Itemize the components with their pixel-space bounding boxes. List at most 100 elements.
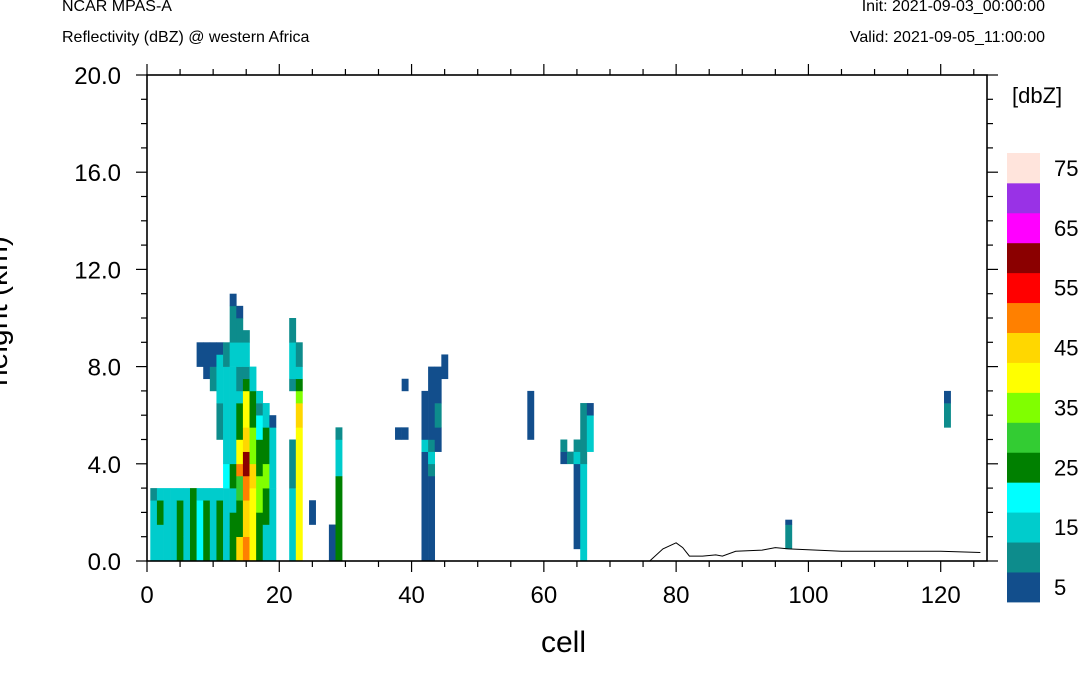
reflectivity-cell [295, 366, 303, 380]
reflectivity-cell [428, 451, 436, 465]
reflectivity-cell [256, 475, 264, 513]
x-tick-label: 40 [398, 582, 425, 609]
reflectivity-cell [223, 366, 230, 428]
reflectivity-cell [242, 451, 250, 477]
reflectivity-cell [150, 500, 158, 562]
reflectivity-cell [580, 463, 588, 550]
reflectivity-cell [236, 305, 244, 319]
reflectivity-cell [203, 488, 211, 501]
colorbar-swatch [1007, 452, 1040, 483]
reflectivity-cell [944, 390, 951, 404]
reflectivity-cell [944, 403, 951, 428]
x-tick-label: 80 [663, 582, 690, 609]
reflectivity-cell [236, 500, 244, 537]
colorbar-swatch [1007, 153, 1040, 184]
reflectivity-cell [236, 366, 244, 392]
reflectivity-cell [156, 524, 164, 562]
reflectivity-cell [560, 439, 568, 452]
colorbar-swatch [1007, 212, 1040, 244]
colorbar-swatch [1007, 572, 1040, 603]
reflectivity-cell [262, 524, 270, 562]
colorbar-swatch [1007, 242, 1040, 274]
reflectivity-cell [335, 439, 343, 477]
reflectivity-cell [335, 427, 343, 440]
reflectivity-cell [567, 451, 574, 465]
terrain-polyline [147, 542, 981, 562]
reflectivity-cell [196, 342, 204, 367]
reflectivity-cell [242, 342, 250, 367]
colorbar-label: 65 [1054, 216, 1078, 241]
colorbar-label: 55 [1054, 276, 1078, 301]
reflectivity-cell [269, 415, 277, 428]
reflectivity-cell [236, 403, 244, 440]
reflectivity-cell [256, 403, 264, 416]
reflectivity-cell [216, 488, 224, 501]
reflectivity-cell [223, 427, 230, 465]
reflectivity-cell [295, 342, 303, 367]
reflectivity-cell [156, 500, 164, 525]
reflectivity-cells [150, 293, 951, 562]
reflectivity-cell [229, 488, 237, 513]
reflectivity-cell [229, 463, 237, 489]
x-tick-label: 100 [788, 582, 828, 609]
reflectivity-cell [242, 500, 250, 537]
reflectivity-cell [242, 378, 250, 392]
colorbar-label: 75 [1054, 156, 1078, 181]
colorbar-label: 5 [1054, 575, 1066, 600]
axis-ticks [136, 64, 998, 572]
y-tick-labels: 0.0 4.0 8.0 12.0 16.0 20.0 [74, 63, 121, 576]
reflectivity-cell [428, 475, 436, 562]
reflectivity-cell [236, 390, 244, 404]
reflectivity-cell [229, 293, 237, 307]
x-tick-labels: 0 20 40 60 80 100 120 [140, 582, 960, 609]
y-axis-label: height (km) [0, 235, 15, 387]
reflectivity-cell [401, 427, 409, 440]
reflectivity-cell [573, 439, 581, 452]
reflectivity-cell [421, 451, 429, 562]
y-tick-label: 0.0 [88, 549, 121, 576]
colorbar-label: 15 [1054, 515, 1078, 540]
reflectivity-cell [586, 415, 594, 452]
reflectivity-cell [236, 536, 244, 562]
x-tick-label: 120 [921, 582, 961, 609]
reflectivity-cell [236, 318, 244, 343]
reflectivity-cell [229, 366, 237, 440]
colorbar-label: 25 [1054, 455, 1078, 480]
reflectivity-cell [256, 390, 264, 404]
reflectivity-cell [209, 488, 217, 562]
reflectivity-cell [256, 439, 264, 477]
reflectivity-cell [295, 427, 303, 489]
reflectivity-cell [176, 488, 184, 501]
x-tick-label: 20 [266, 582, 293, 609]
reflectivity-cell [421, 390, 429, 440]
reflectivity-cell [242, 536, 250, 562]
reflectivity-cell [269, 427, 277, 489]
terrain-line [147, 542, 981, 562]
reflectivity-cell [196, 488, 204, 501]
reflectivity-cell [170, 488, 178, 562]
reflectivity-cell [295, 488, 303, 562]
reflectivity-cell [209, 342, 217, 367]
y-tick-label: 8.0 [88, 355, 121, 382]
reflectivity-cell [395, 427, 402, 440]
colorbar-swatch [1007, 422, 1040, 453]
reflectivity-cell [256, 512, 264, 562]
x-axis-label: cell [541, 626, 587, 659]
x-tick-label: 60 [530, 582, 557, 609]
reflectivity-cell [229, 536, 237, 562]
reflectivity-cell [401, 378, 409, 392]
reflectivity-cell [189, 488, 197, 562]
reflectivity-cell [249, 390, 257, 428]
colorbar-swatch [1007, 482, 1040, 513]
reflectivity-cell [586, 403, 594, 416]
reflectivity-cell [229, 512, 237, 537]
field-subtitle: Reflectivity (dBZ) @ western Africa [62, 29, 310, 46]
y-tick-label: 20.0 [74, 63, 121, 90]
reflectivity-cell [223, 463, 230, 489]
reflectivity-cell [183, 536, 191, 562]
init-time: Init: 2021-09-03_00:00:00 [861, 0, 1045, 15]
reflectivity-cell [328, 524, 336, 562]
colorbar: 5 15 25 35 45 55 65 75 [1007, 153, 1078, 603]
colorbar-title: [dbZ] [1012, 83, 1062, 108]
